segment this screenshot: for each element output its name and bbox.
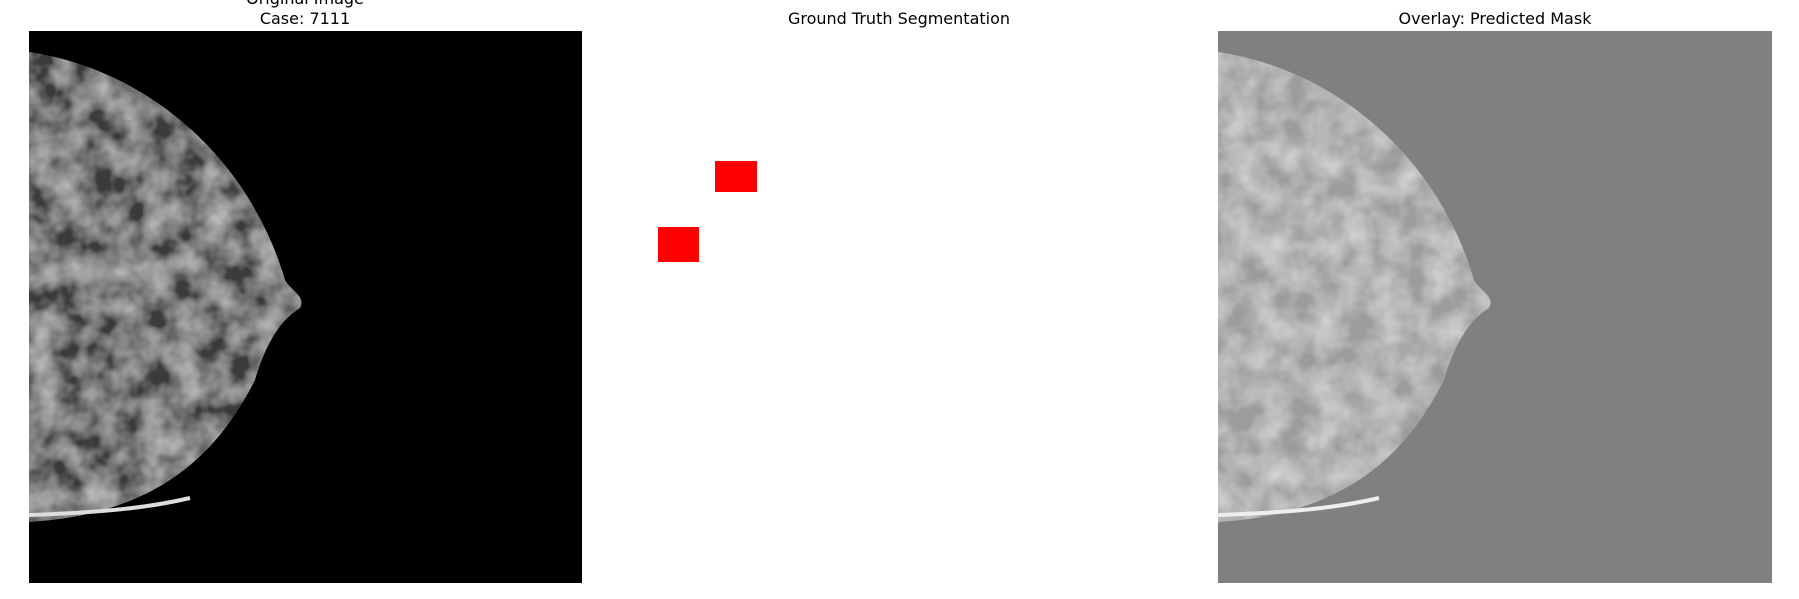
- panel-title: Original Image: [246, 0, 364, 8]
- panel-title: Overlay: Predicted Mask: [1399, 9, 1593, 28]
- mammogram: [29, 52, 302, 522]
- mammogram-overlay: [1218, 52, 1491, 522]
- panel-title: Ground Truth Segmentation: [788, 9, 1010, 28]
- mask-region: [658, 227, 699, 262]
- panel-subtitle: Case: 7111: [260, 9, 350, 28]
- mask-region: [715, 161, 757, 192]
